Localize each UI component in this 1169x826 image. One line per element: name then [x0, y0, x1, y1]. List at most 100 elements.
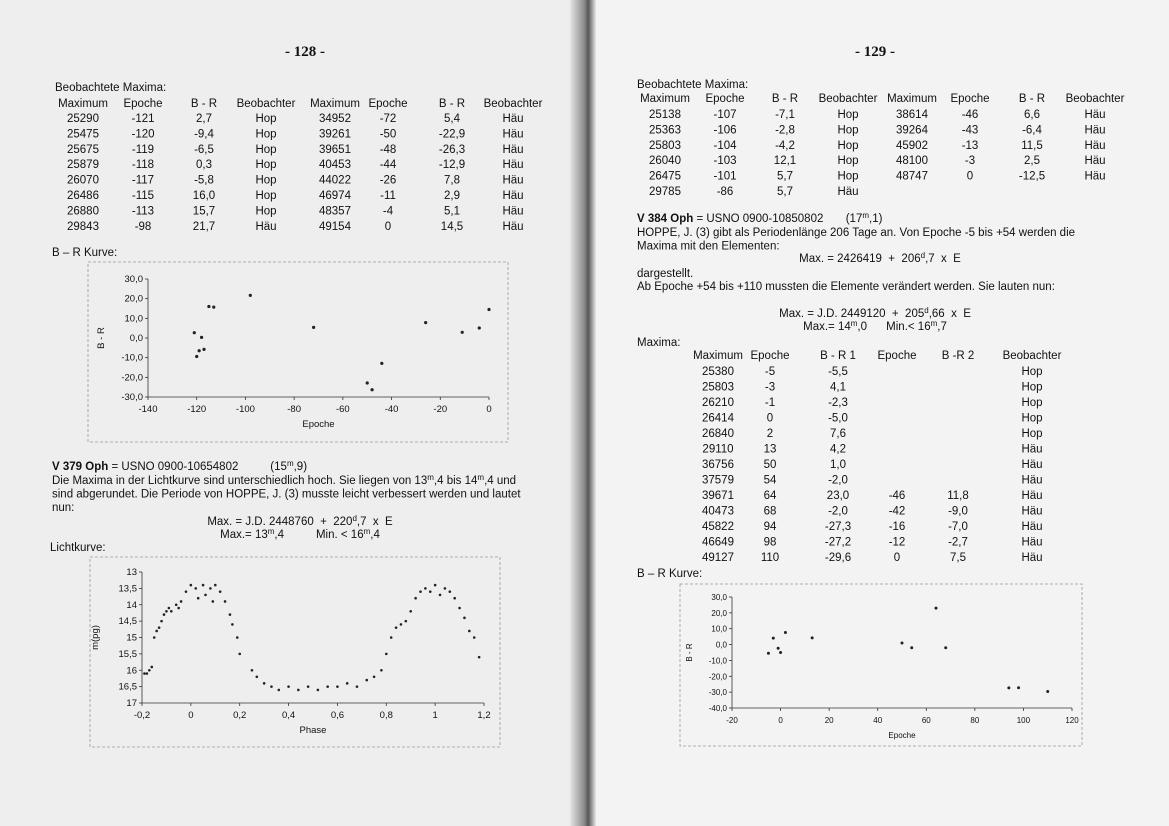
data-point [165, 610, 168, 613]
y-tick-label: 10,0 [125, 313, 144, 324]
table-header: Maximum [693, 350, 743, 362]
table-header: Epoche [950, 93, 989, 105]
table-cell: Häu [502, 205, 523, 217]
x-tick-label: 0,6 [331, 710, 344, 721]
data-point [380, 361, 384, 365]
table-cell: 68 [764, 506, 777, 518]
table-cell: 25879 [67, 159, 99, 171]
y-tick-label: 20,0 [711, 609, 727, 618]
table-cell: -1 [765, 397, 775, 409]
y-tick-label: 30,0 [125, 274, 144, 285]
superscript: m [477, 473, 484, 482]
table-cell: -121 [131, 113, 154, 125]
superscript: m [862, 211, 869, 220]
table-cell: 5,1 [444, 205, 460, 217]
data-point [199, 335, 204, 340]
table-cell: 36756 [702, 459, 734, 471]
text-line: dargestellt. [637, 268, 693, 280]
text-segment: ,4 und [484, 475, 516, 487]
data-point [162, 613, 166, 616]
table-cell: 21,7 [193, 221, 215, 233]
text-line: Max. = 2426419 + 206d,7 x E [799, 251, 961, 266]
table-cell: Häu [1084, 124, 1105, 136]
table-cell: Hop [837, 155, 858, 167]
table-cell: 45902 [896, 140, 928, 152]
data-point [365, 381, 369, 385]
data-point [148, 668, 151, 672]
table-cell: 2,9 [444, 190, 460, 202]
table-cell: -27,2 [825, 537, 851, 549]
text-line: Max. = J.D. 2448760 + 220d,7 x E [207, 514, 393, 529]
table-cell: 12,1 [774, 155, 796, 167]
table-cell: 26040 [649, 155, 681, 167]
x-tick-label: -20 [726, 716, 738, 725]
data-point [316, 688, 320, 692]
data-point [365, 678, 369, 682]
table-cell: -72 [380, 113, 397, 125]
table-cell: Hop [837, 140, 858, 152]
table-cell: -118 [132, 159, 154, 171]
table-cell: 0 [385, 221, 391, 233]
table-cell: -46 [962, 109, 979, 121]
data-point [197, 349, 201, 353]
table-cell: 25475 [67, 128, 99, 140]
text-segment: dargestellt. [637, 268, 693, 280]
table-cell: -2,3 [828, 397, 848, 409]
text-segment: ,4 [370, 529, 380, 541]
y-axis-label: B - R [96, 327, 107, 349]
table-cell: 2 [767, 428, 773, 440]
x-tick-label: 0,8 [380, 710, 393, 721]
table-cell: -4 [383, 205, 394, 217]
text-segment: ,1) [869, 213, 883, 225]
table-cell: Hop [255, 190, 276, 202]
x-tick-label: 0,4 [282, 710, 295, 721]
data-point [143, 672, 146, 675]
data-point [428, 590, 432, 593]
table-cell: Häu [1021, 552, 1042, 564]
data-point [944, 646, 948, 650]
table-cell: -12 [889, 537, 906, 549]
data-point [477, 326, 481, 330]
table-header: Epoche [750, 350, 789, 362]
data-point [345, 682, 349, 685]
data-point [262, 682, 266, 685]
table-cell: Hop [1021, 413, 1042, 425]
x-tick-label: 20 [825, 716, 834, 725]
data-point [218, 590, 222, 593]
text-line: Die Maxima in der Lichtkurve sind unters… [52, 473, 516, 488]
table-cell: 0 [967, 171, 973, 183]
data-point [235, 636, 239, 639]
table-cell: Häu [502, 221, 523, 233]
table-header: Epoche [123, 98, 162, 110]
text-segment: ,4 bis 14 [434, 475, 478, 487]
text-segment: ,66 x E [929, 308, 972, 320]
chart-title: B – R Kurve: [637, 568, 702, 580]
table-cell: -113 [132, 205, 154, 217]
data-point [453, 596, 456, 600]
star-name: V 384 Oph [637, 213, 693, 225]
y-tick-label: -40,0 [709, 704, 728, 713]
table-cell: 44022 [319, 175, 351, 187]
table-cell: 38614 [896, 109, 929, 121]
table-cell: 39651 [319, 144, 351, 156]
superscript: m [427, 473, 434, 482]
data-point [910, 646, 914, 650]
text-segment: ,7 [937, 321, 947, 333]
table-cell: 40473 [702, 506, 734, 518]
table-cell: 46649 [702, 537, 734, 549]
table-cell: 40453 [319, 159, 351, 171]
left-page [0, 0, 585, 826]
x-tick-label: 120 [1065, 716, 1079, 725]
table-cell: -44 [380, 159, 397, 171]
table-cell: 11,8 [947, 490, 969, 502]
text-segment: Max. = 2426419 + 206 [799, 253, 920, 265]
table-cell: 25803 [702, 382, 734, 394]
text-segment: ,4 Min. < 16 [274, 529, 363, 541]
table-header: Maximum [640, 93, 690, 105]
y-tick-label: 16,5 [119, 682, 138, 693]
table-cell: 50 [764, 459, 777, 471]
text-segment: Max.= 14 [803, 321, 851, 333]
table-cell: 39264 [896, 124, 929, 136]
table-cell: 4,1 [830, 382, 846, 394]
